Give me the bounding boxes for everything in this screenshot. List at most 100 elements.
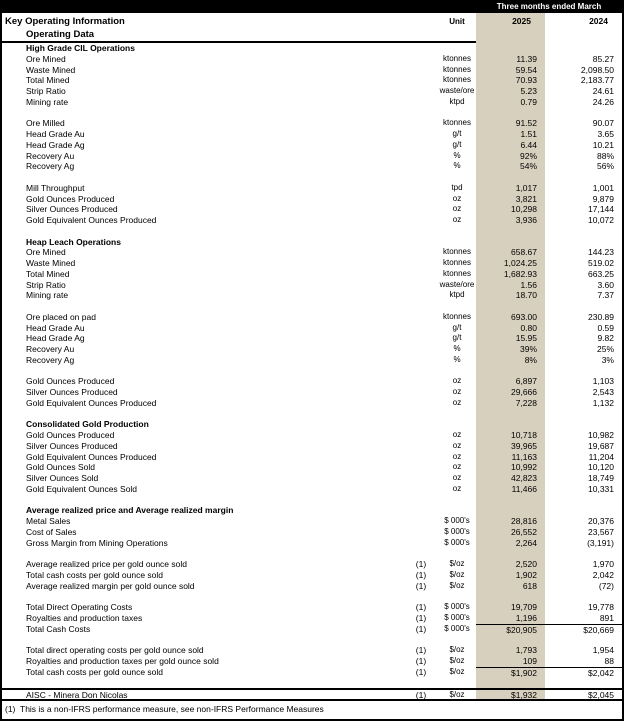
- row-label: Total cash costs per gold ounce sold: [26, 666, 164, 677]
- footnote-ref: [404, 172, 438, 183]
- value-2024: [545, 548, 622, 559]
- value-2024: 7.37: [597, 290, 614, 301]
- table-row: Silver Ounces Produced oz 10,298 17,144: [2, 204, 622, 215]
- row-label: Total Mined: [26, 268, 70, 279]
- unit-cell: ktonnes: [442, 64, 472, 74]
- row-label: [2, 548, 404, 559]
- spacer-row: [2, 409, 622, 420]
- unit-cell: oz: [452, 451, 462, 461]
- row-label: Silver Ounces Sold: [26, 473, 99, 483]
- table-row: Strip Ratio waste/ore 1.56 3.60: [2, 280, 622, 291]
- value-2024: 9,879: [592, 193, 614, 204]
- table-row: Recovery Au% 39% 25%: [2, 344, 622, 355]
- section-header-row: Consolidated Gold Production: [2, 419, 622, 430]
- footnote-ref: [404, 75, 438, 86]
- value-2024: 10,072: [588, 215, 614, 225]
- value-2024: [545, 108, 622, 119]
- value-2025: [476, 505, 545, 516]
- unit-cell: oz: [452, 397, 462, 407]
- row-label: [2, 677, 404, 688]
- unit-cell: [438, 634, 476, 645]
- unit-cell: [438, 108, 476, 119]
- unit-cell: $ 000's: [444, 537, 470, 547]
- unit-cell: [438, 366, 476, 377]
- value-2025: 10,298: [511, 204, 537, 215]
- footnote-ref: (1): [415, 645, 427, 655]
- footnote-ref: [404, 290, 438, 301]
- value-2025: 693.00: [511, 311, 537, 322]
- row-label: Recovery Ag: [26, 161, 75, 172]
- unit-cell: g/t: [452, 129, 462, 138]
- footnote-ref: [404, 54, 438, 65]
- value-2024: 3.60: [597, 279, 614, 290]
- table-row: Strip Ratio waste/ore 5.23 24.61: [2, 86, 622, 97]
- table-row: Average realized price per gold ounce so…: [2, 559, 622, 570]
- value-2025: 2,520: [515, 559, 537, 569]
- row-label: Royalties and production taxes: [26, 612, 143, 623]
- row-label: Silver Ounces Produced: [26, 387, 118, 397]
- row-label: Metal Sales: [26, 516, 71, 526]
- footnote-ref: [404, 323, 438, 334]
- unit-cell: $ 000's: [444, 602, 470, 611]
- value-2024: [545, 172, 622, 183]
- row-label: Total cash costs per gold ounce sold: [26, 569, 164, 580]
- period-label: Three months ended March: [496, 2, 602, 11]
- footnote-ref: [404, 140, 438, 151]
- value-2024: [545, 43, 622, 54]
- table-row: Silver Ounces Produced oz 39,965 19,687: [2, 441, 622, 452]
- row-label: Silver Ounces Produced: [26, 440, 118, 451]
- table-row: Silver Ounces Produced oz 29,666 2,543: [2, 387, 622, 398]
- table-row: Gross Margin from Mining Operations $ 000…: [2, 538, 622, 549]
- value-2025: [476, 548, 545, 559]
- unit-cell: [438, 677, 476, 688]
- footnote-ref: [404, 65, 438, 76]
- row-label: Royalties and production taxes per gold …: [26, 655, 219, 666]
- value-2024: [545, 634, 622, 645]
- footnote-ref: (1): [415, 580, 427, 591]
- footnote-ref: [404, 452, 438, 463]
- table-row: Total Mined ktonnes 70.93 2,183.77: [2, 75, 622, 86]
- value-2024: $2,042: [545, 666, 622, 678]
- row-label: Head Grade Au: [26, 129, 85, 139]
- value-2025: [476, 409, 545, 420]
- value-2025: 6.44: [520, 139, 537, 150]
- value-2025: [476, 226, 545, 237]
- row-label: Ore placed on pad: [26, 311, 96, 322]
- footnote-ref: [404, 301, 438, 312]
- unit-cell: $ 000's: [444, 612, 470, 622]
- value-2025: 8%: [524, 354, 537, 365]
- footnote-ref: (1): [415, 666, 427, 677]
- unit-cell: oz: [452, 483, 462, 493]
- value-2024: [545, 366, 622, 377]
- row-label: Heap Leach Operations: [26, 236, 121, 247]
- value-2024: 0.59: [597, 322, 614, 333]
- value-2024: 19,687: [588, 440, 614, 451]
- footnote-ref: [404, 344, 438, 355]
- table-header: Key Operating Information Unit 2025 2024: [2, 13, 622, 29]
- value-2024: 88%: [596, 150, 614, 161]
- spacer-row: [2, 172, 622, 183]
- value-2025: 1.51: [520, 129, 537, 139]
- unit-cell: waste/ore: [439, 86, 475, 95]
- table-row: Average realized margin per gold ounce s…: [2, 581, 622, 592]
- value-2025: 1,793: [515, 645, 537, 655]
- unit-cell: $ 000's: [444, 526, 470, 536]
- row-label: Total direct operating costs per gold ou…: [26, 645, 204, 655]
- row-label: [2, 495, 404, 506]
- footnote-ref: [404, 355, 438, 366]
- value-2025: 618: [522, 580, 537, 591]
- value-2024: [545, 677, 622, 688]
- value-2024: [545, 419, 622, 430]
- value-2025: $1,902: [476, 666, 545, 678]
- unit-cell: %: [453, 344, 461, 353]
- value-2024: (3,191): [587, 537, 614, 548]
- value-2024: 3%: [601, 354, 614, 365]
- unit-cell: oz: [452, 193, 462, 203]
- unit-cell: tpd: [451, 182, 463, 192]
- row-label: [2, 409, 404, 420]
- table-row: Head Grade Ag g/t 15.95 9.82: [2, 333, 622, 344]
- row-label: Silver Ounces Produced: [26, 204, 118, 215]
- table-row: Gold Ounces Sold oz 10,992 10,120: [2, 462, 622, 473]
- value-2024: 85.27: [592, 53, 614, 64]
- value-2024: 1,132: [592, 397, 614, 408]
